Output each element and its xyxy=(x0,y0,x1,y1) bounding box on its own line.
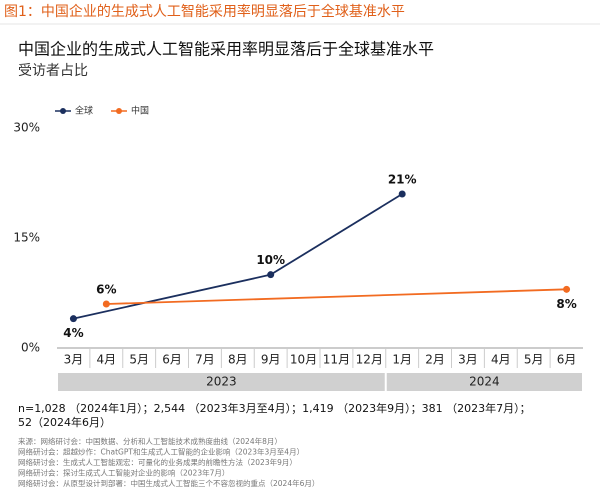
data-label: 21% xyxy=(388,173,417,187)
data-label: 8% xyxy=(556,297,576,311)
x-tick-label: 7月 xyxy=(195,353,215,367)
y-tick-label: 15% xyxy=(13,231,40,245)
x-tick-label: 2月 xyxy=(425,353,445,367)
x-tick-label: 9月 xyxy=(261,353,281,367)
x-tick-label: 12月 xyxy=(356,353,383,367)
source-note: 网络研讨会：超越炒作：ChatGPT和生成式人工智能的企业影响（2023年3月至… xyxy=(18,447,304,457)
x-tick-label: 3月 xyxy=(64,353,84,367)
legend-marker xyxy=(116,108,122,114)
x-tick-label: 8月 xyxy=(228,353,248,367)
year-label: 2024 xyxy=(469,375,500,389)
x-tick-label: 1月 xyxy=(392,353,412,367)
chart-subtitle: 受访者占比 xyxy=(18,63,88,79)
year-band xyxy=(386,373,582,391)
x-tick-label: 10月 xyxy=(290,353,317,367)
series-segment xyxy=(270,193,403,276)
data-label: 6% xyxy=(96,283,116,297)
data-label: 4% xyxy=(63,326,83,340)
source-note: 来源：网络研讨会：中国数据、分析和人工智能技术成熟度曲线（2024年8月） xyxy=(18,436,282,446)
source-note: 网络研讨会：生成式人工智能观宏：可量化的业务成果的前瞻性方法（2023年9月） xyxy=(18,457,297,467)
x-tick-label: 5月 xyxy=(524,353,544,367)
series-segment xyxy=(106,288,567,305)
year-band xyxy=(58,373,385,391)
x-tick-label: 6月 xyxy=(557,353,577,367)
y-tick-label: 0% xyxy=(21,341,40,355)
source-note: 网络研讨会：从原型设计到部署：中国生成式人工智能三个不容忽视的重点（2024年6… xyxy=(18,478,319,488)
y-tick-label: 30% xyxy=(13,121,40,135)
x-tick-label: 3月 xyxy=(458,353,478,367)
header: 图1：中国企业的生成式人工智能采用率明显落后于全球基准水平 xyxy=(4,3,405,20)
chart-title: 中国企业的生成式人工智能采用率明显落后于全球基准水平 xyxy=(18,40,434,59)
legend-label: 中国 xyxy=(131,105,149,117)
point xyxy=(398,190,406,198)
x-tick-label: 4月 xyxy=(96,353,116,367)
x-tick-label: 11月 xyxy=(323,353,350,367)
data-label: 10% xyxy=(256,253,285,267)
series-segment xyxy=(73,273,271,320)
sample-note: n=1,028 （2024年1月）；2,544 （2023年3月至4月）；1,4… xyxy=(18,401,531,415)
x-tick-label: 5月 xyxy=(129,353,149,367)
point xyxy=(267,271,275,279)
year-label: 2023 xyxy=(206,375,237,389)
x-tick-label: 6月 xyxy=(162,353,182,367)
source-note: 网络研讨会：探讨生成式人工智能对企业的影响（2023年7月） xyxy=(18,468,229,478)
legend-label: 全球 xyxy=(75,105,93,117)
point xyxy=(563,285,571,293)
point xyxy=(69,315,77,323)
x-tick-label: 4月 xyxy=(491,353,511,367)
sample-note: 52（2024年6月） xyxy=(18,415,111,429)
legend-marker xyxy=(60,108,66,114)
point xyxy=(102,300,110,308)
